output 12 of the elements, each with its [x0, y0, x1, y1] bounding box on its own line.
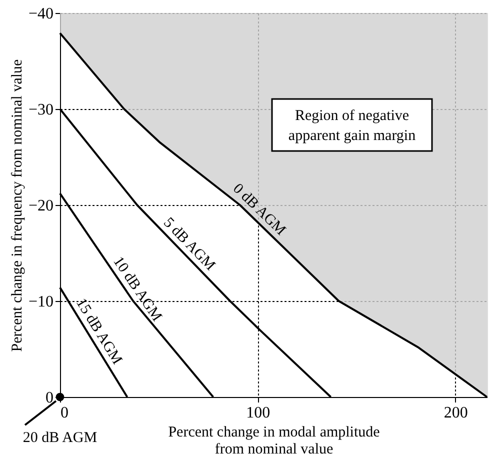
- x-tick-label: 0: [60, 404, 68, 422]
- y-tick-label: −30: [28, 102, 54, 118]
- x-axis-title: Percent change in modal amplitude from nominal value: [168, 424, 380, 458]
- annotation: Region of negative apparent gain margin: [288, 108, 416, 144]
- x-tick-label: 200: [444, 404, 468, 422]
- x-tick-label: 100: [246, 404, 270, 422]
- y-tick-label: −20: [28, 198, 54, 214]
- y-tick-label: 0: [46, 390, 54, 406]
- y-tick-label: −40: [28, 6, 54, 22]
- legend-label: 20 dB AGM: [22, 430, 98, 446]
- y-axis-title: Percent change in frequency from nominal value: [9, 58, 26, 352]
- y-tick-label: −10: [28, 294, 54, 310]
